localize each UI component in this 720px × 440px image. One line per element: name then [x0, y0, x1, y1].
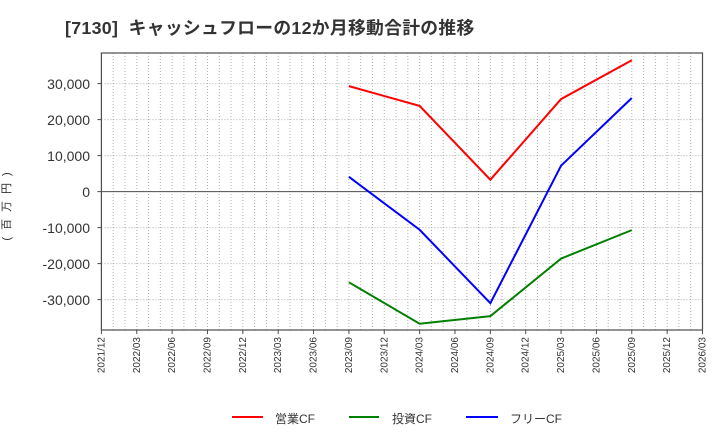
svg-text:2024/09: 2024/09 [485, 337, 496, 374]
svg-text:2025/06: 2025/06 [591, 337, 602, 374]
svg-text:2025/09: 2025/09 [627, 337, 638, 374]
svg-text:2026/03: 2026/03 [698, 337, 709, 374]
svg-text:30,000: 30,000 [47, 76, 90, 92]
svg-text:0: 0 [82, 184, 90, 200]
svg-text:2025/12: 2025/12 [662, 337, 673, 374]
svg-text:2023/12: 2023/12 [379, 337, 390, 374]
svg-text:2023/06: 2023/06 [309, 337, 320, 374]
svg-text:2022/06: 2022/06 [167, 337, 178, 374]
svg-text:2023/09: 2023/09 [344, 337, 355, 374]
svg-text:-10,000: -10,000 [43, 220, 91, 236]
svg-text:20,000: 20,000 [47, 112, 90, 128]
svg-text:2024/06: 2024/06 [450, 337, 461, 374]
svg-text:2024/03: 2024/03 [415, 337, 426, 374]
svg-text:2022/09: 2022/09 [202, 337, 213, 374]
svg-text:2023/03: 2023/03 [273, 337, 284, 374]
svg-text:(百万円): (百万円) [1, 165, 13, 240]
svg-text:10,000: 10,000 [47, 148, 90, 164]
svg-text:2021/12: 2021/12 [96, 337, 107, 374]
svg-text:2024/12: 2024/12 [521, 337, 532, 374]
svg-text:-20,000: -20,000 [43, 256, 91, 272]
svg-text:2022/03: 2022/03 [132, 337, 143, 374]
svg-text:2022/12: 2022/12 [238, 337, 249, 374]
svg-text:2025/03: 2025/03 [556, 337, 567, 374]
svg-text:-30,000: -30,000 [43, 292, 91, 308]
